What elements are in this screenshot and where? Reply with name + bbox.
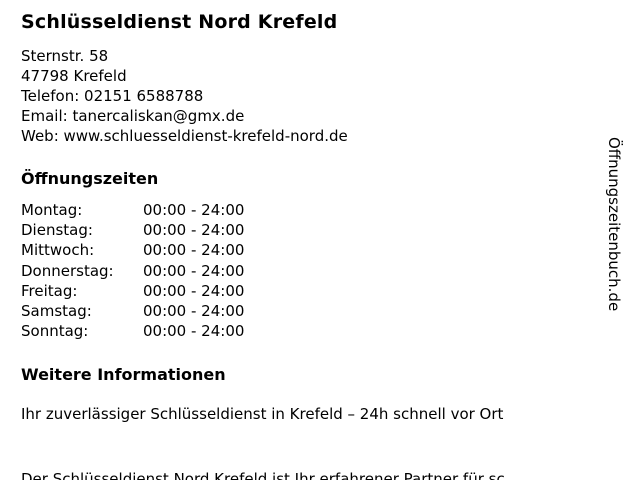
opening-hours-table: Montag: 00:00 - 24:00 Dienstag: 00:00 - 24…	[21, 200, 600, 341]
contact-block: Sternstr. 58 47798 Krefeld Telefon: 0215…	[21, 46, 600, 146]
hours-row-thursday: Donnerstag: 00:00 - 24:00	[21, 261, 600, 281]
hours-row-wednesday: Mittwoch: 00:00 - 24:00	[21, 240, 600, 260]
phone-line: Telefon: 02151 6588788	[21, 87, 204, 105]
email-line: Email: tanercaliskan@gmx.de	[21, 107, 245, 125]
address-city: 47798 Krefeld	[21, 67, 127, 85]
time-value: 00:00 - 24:00	[143, 261, 245, 280]
day-label: Donnerstag:	[21, 261, 114, 280]
time-value: 00:00 - 24:00	[143, 221, 245, 240]
time-value: 00:00 - 24:00	[143, 201, 245, 219]
hours-row-tuesday: Dienstag: 00:00 - 24:00	[21, 220, 600, 240]
site-watermark: Öffnungszeitenbuch.de	[605, 137, 623, 312]
address-street: Sternstr. 58	[21, 47, 109, 65]
business-name: Schlüsseldienst Nord Krefeld	[21, 11, 338, 33]
day-label: Freitag:	[21, 281, 78, 300]
day-label: Sonntag:	[21, 322, 89, 341]
day-label: Mittwoch:	[21, 241, 95, 260]
day-label: Samstag:	[21, 302, 92, 321]
time-value: 00:00 - 24:00	[143, 241, 245, 260]
day-label: Dienstag:	[21, 221, 93, 240]
hours-row-friday: Freitag: 00:00 - 24:00	[21, 281, 600, 301]
hours-row-monday: Montag: 00:00 - 24:00	[21, 200, 600, 220]
hours-row-sunday: Sonntag: 00:00 - 24:00	[21, 321, 600, 341]
day-label: Montag:	[21, 201, 83, 219]
web-line: Web: www.schluesseldienst-krefeld-nord.d…	[21, 127, 348, 145]
more-info-heading: Weitere Informationen	[21, 365, 226, 385]
time-value: 00:00 - 24:00	[143, 322, 245, 341]
hours-row-saturday: Samstag: 00:00 - 24:00	[21, 301, 600, 321]
opening-hours-heading: Öffnungszeiten	[21, 169, 159, 188]
time-value: 00:00 - 24:00	[143, 281, 245, 300]
info-tagline: Ihr zuverlässiger Schlüsseldienst in Kre…	[21, 405, 504, 424]
time-value: 00:00 - 24:00	[143, 302, 245, 321]
info-description-truncated: Der Schlüsseldienst Nord Krefeld ist Ihr…	[21, 470, 520, 480]
